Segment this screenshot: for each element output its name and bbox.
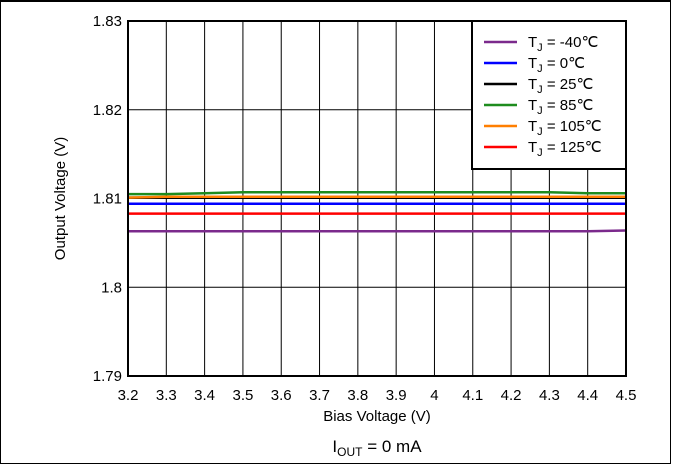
legend-label-3: TJ = 85℃ xyxy=(528,97,593,117)
y-axis-label: Output Voltage (V) xyxy=(52,137,69,260)
x-tick-label-6: 3.8 xyxy=(347,387,368,404)
legend-label-4: TJ = 105℃ xyxy=(528,118,602,138)
plot-area xyxy=(127,20,627,377)
caption-sub: OUT xyxy=(337,445,363,459)
legend-label-0: TJ = -40℃ xyxy=(528,34,598,54)
x-tick-label-10: 4.2 xyxy=(501,387,522,404)
y-tick-label-4: 1.83 xyxy=(93,13,122,30)
series-line-4 xyxy=(127,195,626,199)
y-tick-label-0: 1.79 xyxy=(93,368,122,385)
x-tick-label-1: 3.3 xyxy=(156,387,177,404)
chart-caption: IOUT = 0 mA xyxy=(332,437,422,459)
legend: TJ = -40℃TJ = 0℃TJ = 25℃TJ = 85℃TJ = 105… xyxy=(471,20,627,170)
x-tick-label-7: 3.9 xyxy=(386,387,407,404)
x-tick-label-9: 4.1 xyxy=(462,387,483,404)
x-tick-labels: 3.2 3.3 3.4 3.5 3.6 3.7 3.8 3.9 4 4.1 4.2 4.3 4.4 4.5 xyxy=(118,387,637,404)
x-tick-label-2: 3.4 xyxy=(194,387,215,404)
y-tick-label-2: 1.81 xyxy=(93,191,122,208)
y-tick-label-1: 1.8 xyxy=(101,279,122,296)
series-line-3 xyxy=(128,191,626,196)
x-tick-label-8: 4 xyxy=(430,387,438,404)
series-line-0 xyxy=(128,229,627,233)
legend-label-1: TJ = 0℃ xyxy=(528,55,585,75)
x-tick-label-12: 4.4 xyxy=(577,387,598,404)
x-tick-label-3: 3.5 xyxy=(232,387,253,404)
x-axis-label: Bias Voltage (V) xyxy=(323,408,431,425)
x-tick-label-5: 3.7 xyxy=(309,387,330,404)
series-layer xyxy=(127,191,627,233)
x-tick-label-0: 3.2 xyxy=(118,387,139,404)
caption-rest: = 0 mA xyxy=(363,437,423,456)
x-tick-label-11: 4.3 xyxy=(539,387,560,404)
x-tick-label-4: 3.6 xyxy=(271,387,292,404)
x-tick-label-13: 4.5 xyxy=(616,387,637,404)
y-tick-labels: 1.79 1.8 1.81 1.82 1.83 xyxy=(93,13,122,385)
legend-label-5: TJ = 125℃ xyxy=(528,139,602,159)
legend-box xyxy=(471,20,627,170)
legend-label-2: TJ = 25℃ xyxy=(528,76,593,96)
y-tick-label-3: 1.82 xyxy=(93,102,122,119)
caption-main: I xyxy=(332,437,337,456)
